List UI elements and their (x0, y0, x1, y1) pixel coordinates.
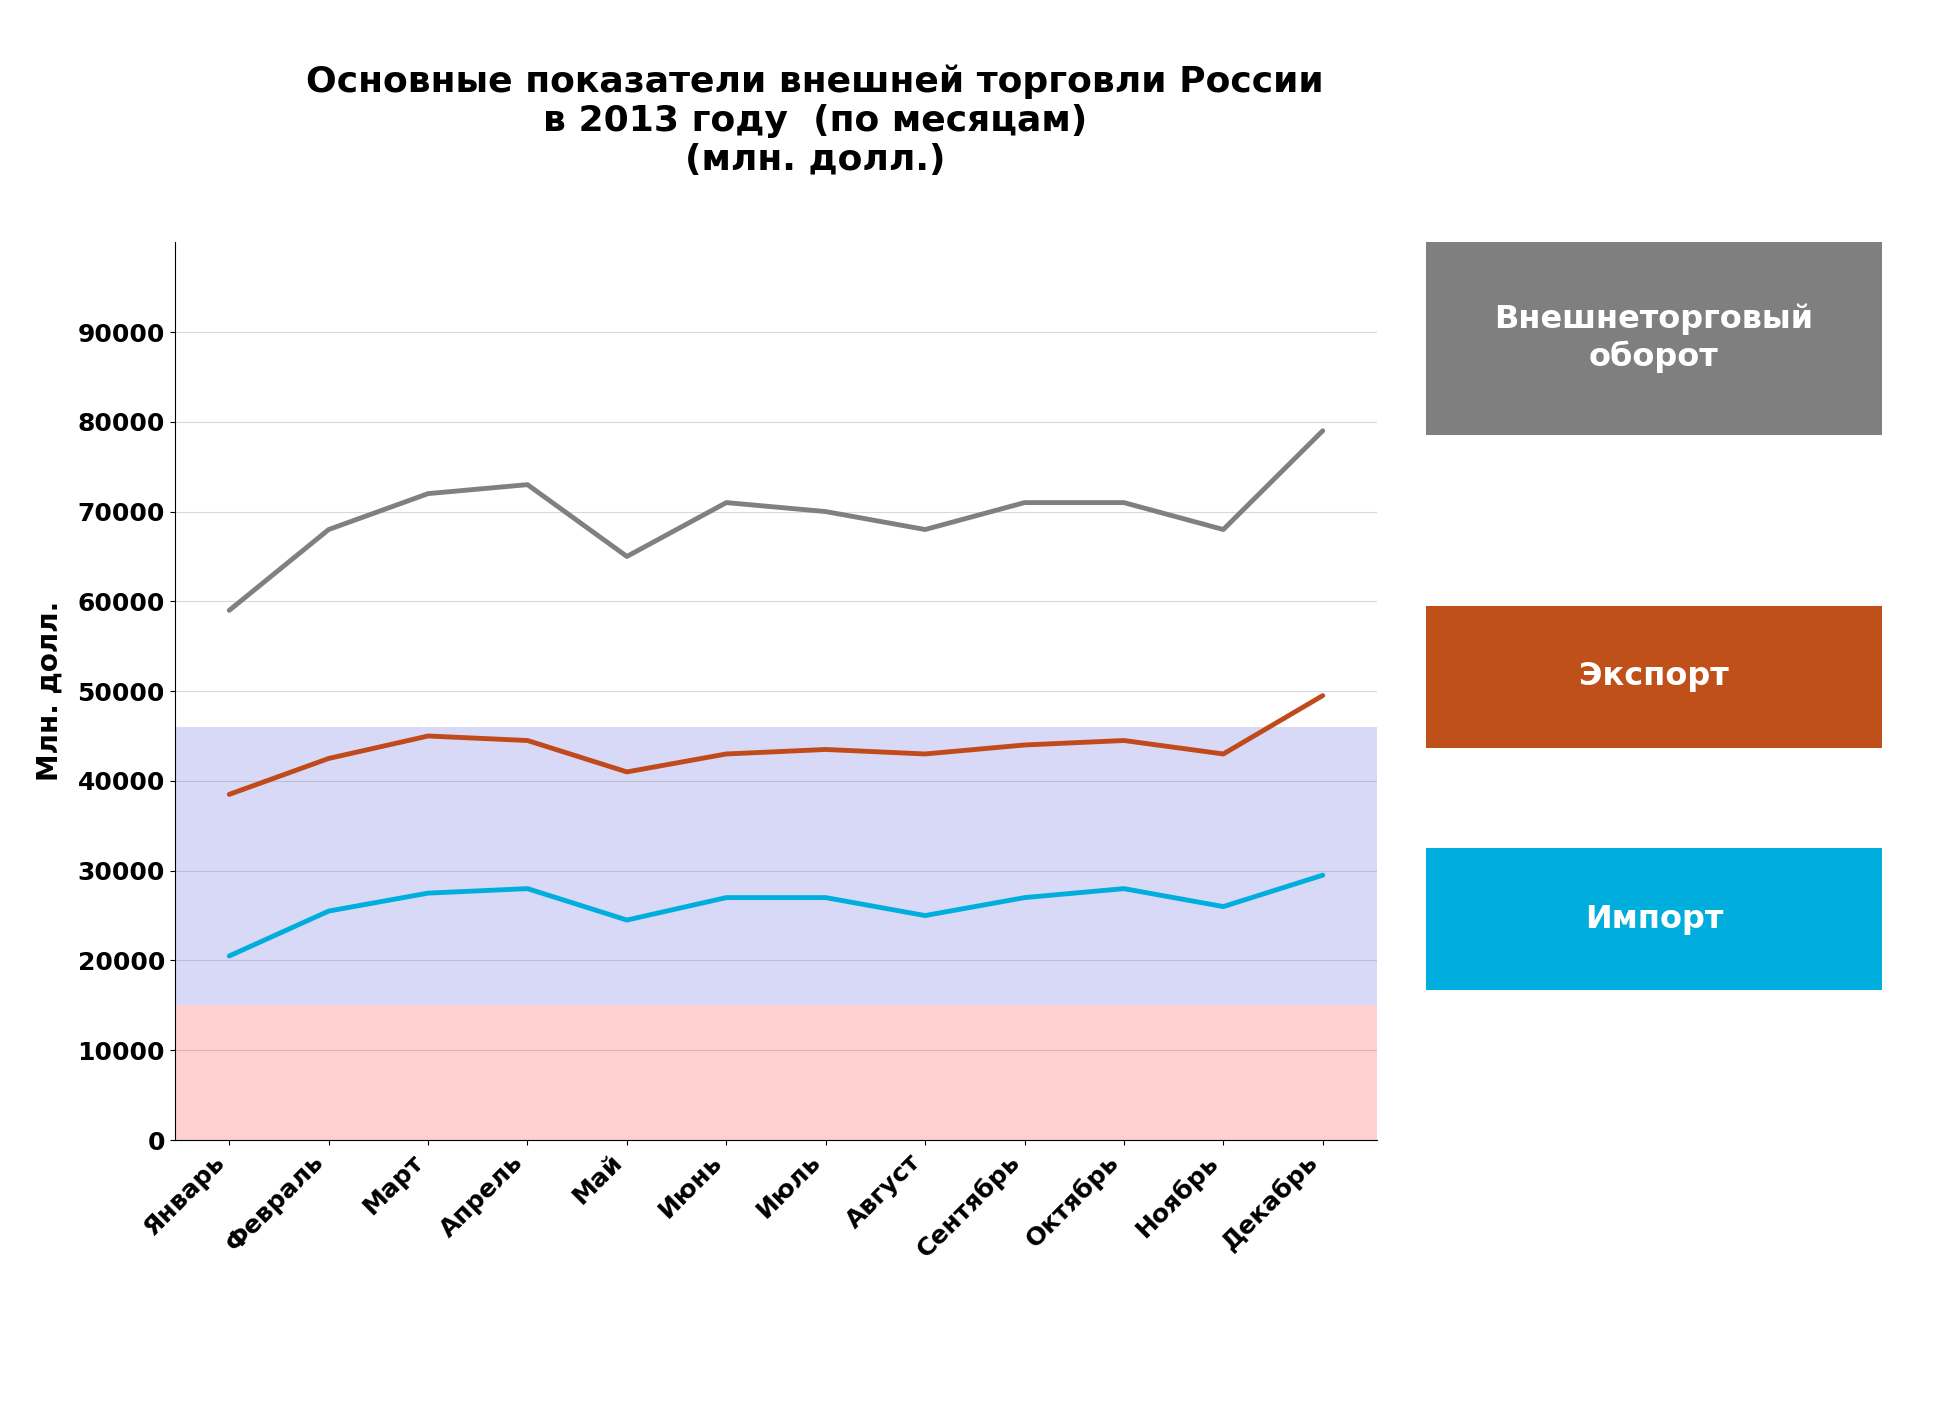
Text: Импорт: Импорт (1584, 903, 1722, 935)
Text: Основные показатели внешней торговли России
в 2013 году  (по месяцам)
(млн. долл: Основные показатели внешней торговли Рос… (306, 64, 1322, 178)
Y-axis label: Млн. долл.: Млн. долл. (35, 601, 64, 781)
Bar (175, 1006, 1377, 1140)
Bar (175, 727, 1377, 1006)
Text: Экспорт: Экспорт (1578, 661, 1728, 693)
Text: Внешнеторговый
оборот: Внешнеторговый оборот (1493, 304, 1813, 373)
